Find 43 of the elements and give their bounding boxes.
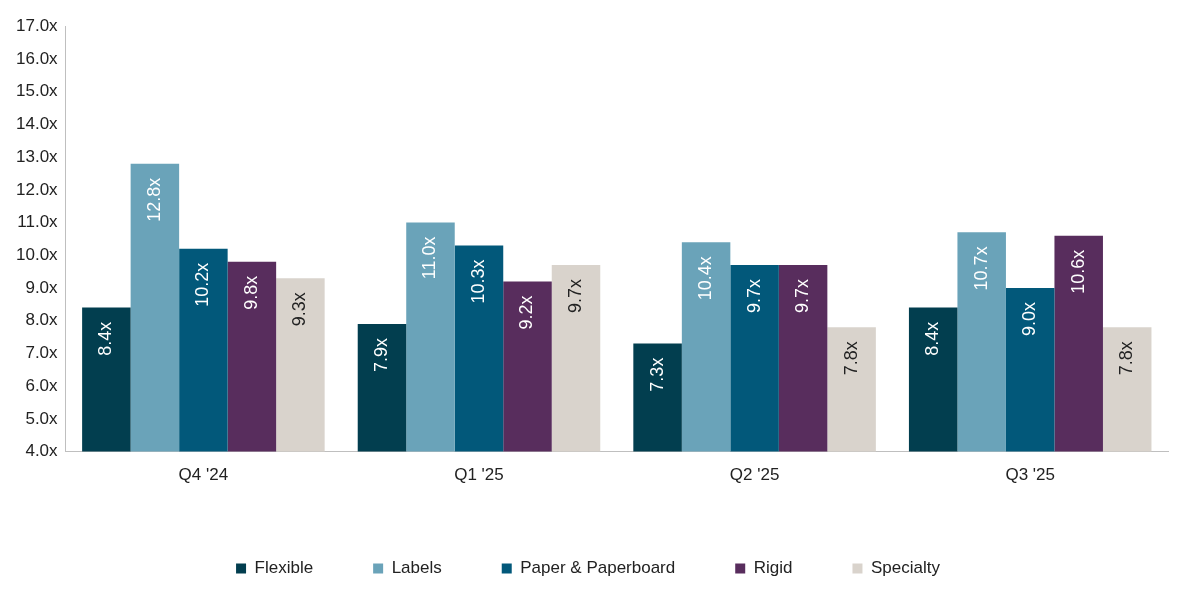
data-label: 10.6x xyxy=(1067,249,1088,294)
x-tick-label: Q1 '25 xyxy=(454,465,504,485)
data-label: 7.3x xyxy=(646,357,667,392)
y-tick-label: 11.0x xyxy=(17,212,59,232)
legend-label: Paper & Paperboard xyxy=(520,558,676,578)
y-tick-label: 13.0x xyxy=(15,146,59,166)
data-label: 7.8x xyxy=(1116,341,1137,376)
data-label: 10.7x xyxy=(970,246,991,291)
x-tick-label: Q3 '25 xyxy=(1005,465,1055,485)
data-label: 7.9x xyxy=(370,337,391,373)
data-label: 8.4x xyxy=(95,321,116,356)
data-label: 10.2x xyxy=(192,262,213,307)
data-label: 10.3x xyxy=(467,259,488,304)
y-tick-label: 5.0x xyxy=(25,408,59,428)
legend-label: Rigid xyxy=(753,558,793,578)
data-label: 9.7x xyxy=(564,279,585,314)
y-tick-label: 17.0x xyxy=(15,15,59,35)
data-label: 7.8x xyxy=(840,341,861,376)
y-tick-label: 4.0x xyxy=(25,441,59,461)
data-label: 9.7x xyxy=(743,279,764,314)
y-tick-label: 6.0x xyxy=(25,375,59,395)
y-tick-label: 9.0x xyxy=(25,277,59,297)
data-label: 9.2x xyxy=(516,295,537,330)
y-tick-label: 14.0x xyxy=(15,114,59,134)
legend-label: Labels xyxy=(391,558,442,578)
data-label: 9.8x xyxy=(240,275,261,310)
data-label: 8.4x xyxy=(922,321,943,356)
data-label: 9.7x xyxy=(792,279,813,314)
legend-label: Specialty xyxy=(870,558,941,578)
data-label: 9.0x xyxy=(1019,301,1040,337)
y-tick-label: 10.0x xyxy=(15,244,59,264)
y-tick-label: 12.0x xyxy=(15,179,59,199)
data-label: 10.4x xyxy=(695,256,716,301)
y-tick-label: 7.0x xyxy=(25,343,59,363)
y-tick-label: 8.0x xyxy=(25,310,59,330)
data-label: 9.3x xyxy=(289,292,310,327)
data-label: 11.0x xyxy=(419,236,440,280)
y-tick-label: 15.0x xyxy=(15,81,59,101)
x-tick-label: Q4 '24 xyxy=(178,465,229,485)
legend-label: Flexible xyxy=(254,558,314,578)
data-label: 12.8x xyxy=(143,177,164,222)
y-tick-label: 16.0x xyxy=(15,48,59,68)
x-tick-label: Q2 '25 xyxy=(729,465,780,485)
